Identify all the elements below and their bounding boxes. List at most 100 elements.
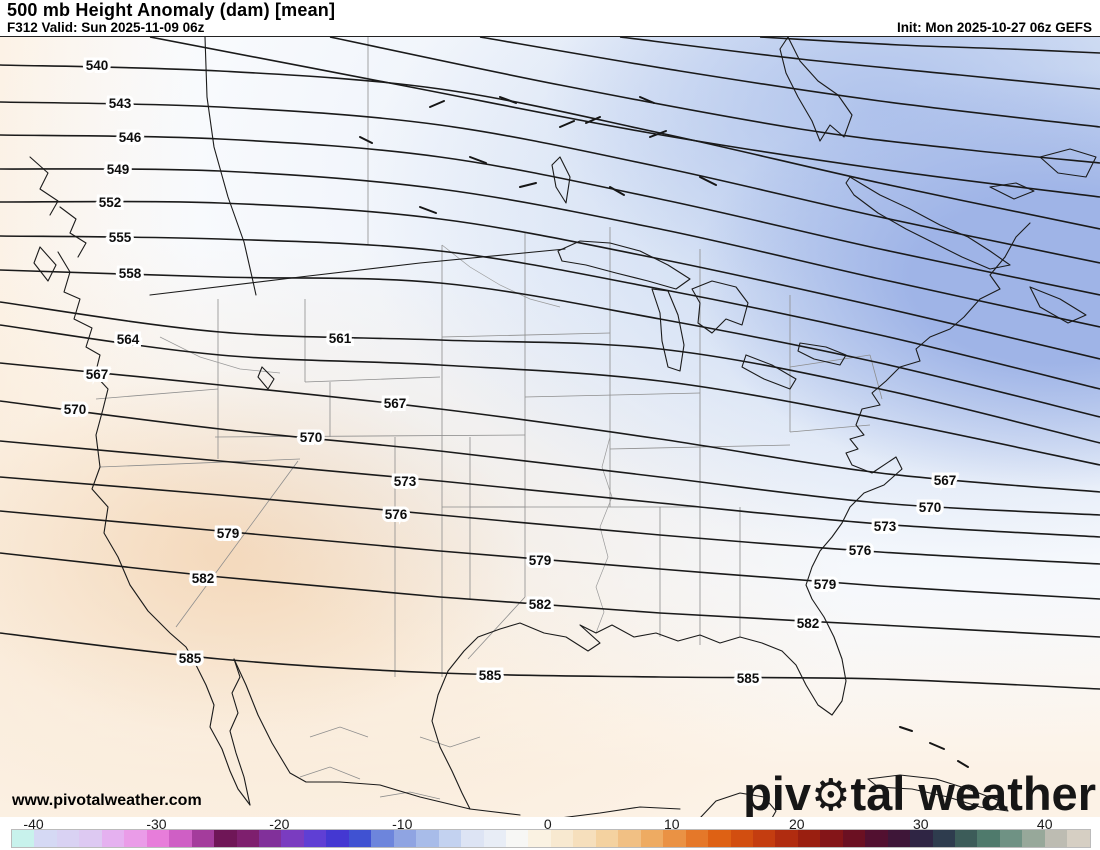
coastline — [1004, 222, 1031, 258]
state-border — [175, 460, 299, 628]
colorbar-cell — [393, 830, 417, 847]
colorbar-cell — [303, 830, 327, 847]
map-area: 540 543 546 549 552 555 558 561 564 567 567 567 570 5… — [0, 36, 1100, 820]
colorbar-tick-label: -20 — [269, 816, 290, 832]
gear-icon: ⚙ — [811, 771, 851, 820]
state-border — [789, 424, 871, 433]
coastline — [741, 354, 797, 390]
contour-label: 567 — [934, 473, 957, 488]
height-contour-567 — [0, 362, 1100, 493]
coastline — [929, 742, 945, 750]
colorbar-cell — [865, 830, 888, 847]
coastline — [559, 806, 681, 818]
colorbar-cell — [1022, 830, 1045, 847]
contour-label: 579 — [217, 526, 240, 541]
river-line — [595, 436, 613, 634]
colorbar-cell — [685, 830, 709, 847]
contour-label: 582 — [797, 616, 820, 631]
river-line — [441, 244, 561, 308]
colorbar-tick-label: 30 — [912, 816, 929, 832]
contour-label: 549 — [107, 162, 130, 177]
coastline — [899, 726, 913, 732]
contour-label: 555 — [109, 230, 132, 245]
contour-label: 567 — [384, 396, 407, 411]
contour-label: 582 — [529, 597, 552, 612]
contour-label: 543 — [109, 96, 132, 111]
colorbar-cell — [550, 830, 574, 847]
coastline — [691, 280, 749, 334]
coastline — [779, 37, 853, 142]
colorbar-cell — [775, 830, 798, 847]
coastline — [845, 176, 1011, 270]
state-border — [304, 376, 441, 383]
colorbar-cell — [416, 830, 439, 847]
coastline — [989, 182, 1035, 200]
colorbar-cell — [977, 830, 1000, 847]
colorbar-tick-label: 20 — [788, 816, 805, 832]
height-contour-549 — [0, 168, 1100, 328]
state-border — [419, 736, 481, 748]
colorbar-cell — [438, 830, 462, 847]
colorbar-cell — [955, 830, 978, 847]
state-border — [609, 444, 791, 450]
contour-label: 540 — [86, 58, 109, 73]
colorbar-cell — [326, 830, 349, 847]
colorbar-tick-labels: -40 -30 -20 -10 0 10 20 30 40 — [12, 816, 1090, 832]
coastline — [469, 156, 487, 164]
contour-label: 570 — [64, 402, 87, 417]
coastline — [797, 342, 847, 366]
colorbar-cell — [1044, 830, 1068, 847]
height-contour-558 — [0, 269, 1100, 418]
height-contour — [329, 37, 1100, 164]
colorbar-cell — [730, 830, 753, 847]
coastline — [699, 176, 717, 186]
coastline — [204, 37, 257, 296]
colorbar-cell — [79, 830, 102, 847]
height-contour-540 — [0, 64, 1100, 230]
logo-text-pre: piv — [743, 767, 811, 820]
state-border — [95, 388, 219, 400]
colorbar-cell — [932, 830, 956, 847]
website-url: www.pivotalweather.com — [12, 792, 202, 809]
colorbar-cell — [124, 830, 147, 847]
coastline — [429, 100, 445, 108]
coastline — [57, 251, 251, 806]
anomaly-shading — [0, 37, 1100, 818]
colorbar-cell — [56, 830, 80, 847]
height-contour — [759, 37, 1100, 54]
coastline — [1029, 286, 1087, 324]
colorbar-cell — [371, 830, 394, 847]
colorbar-cell — [752, 830, 776, 847]
colorbar-cell — [820, 830, 843, 847]
colorbar-cell — [191, 830, 215, 847]
contour-label: 552 — [99, 195, 122, 210]
colorbar-cell — [236, 830, 259, 847]
contour-label: 573 — [874, 519, 897, 534]
contour-label: 585 — [737, 671, 760, 686]
coastline — [559, 120, 575, 128]
colorbar-cell — [528, 830, 551, 847]
colorbar-cell — [797, 830, 821, 847]
contour-label: 576 — [849, 543, 872, 558]
state-border — [214, 434, 526, 438]
coastline — [519, 182, 537, 188]
state-border — [299, 766, 361, 780]
contour-label: 567 — [86, 367, 109, 382]
contour-label: 564 — [117, 332, 140, 347]
contour-label: 579 — [814, 577, 837, 592]
pivotal-weather-logo: piv⚙tal weather — [743, 770, 1096, 818]
coastline — [59, 206, 87, 258]
contour-label: 570 — [919, 500, 942, 515]
coastline — [419, 206, 437, 214]
colorbar-cell — [214, 830, 237, 847]
contour-label: 579 — [529, 553, 552, 568]
coastline — [149, 248, 566, 296]
logo-text-post: tal weather — [850, 767, 1096, 820]
colorbar-cell — [12, 830, 35, 847]
colorbar-cell — [999, 830, 1023, 847]
coastline — [359, 136, 373, 144]
height-contour-585 — [0, 632, 1100, 690]
height-contour — [619, 37, 1100, 90]
colorbar-cell — [887, 830, 911, 847]
state-border — [467, 596, 526, 660]
